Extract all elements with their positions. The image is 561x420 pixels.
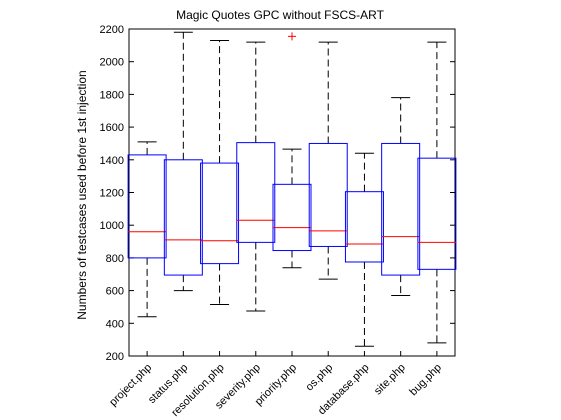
plot-area: 200 400 600 800 1000 1200 1400 1600 1800 2000 2200…	[100, 24, 457, 419]
y-tick-label: 1800	[100, 89, 124, 101]
box-site-php	[381, 142, 421, 276]
y-tick-label: 800	[106, 253, 124, 265]
y-axis-label: Numbers of testcases used before 1st inj…	[75, 70, 89, 319]
y-tick-label: 1400	[100, 155, 124, 167]
box-project-php	[127, 154, 167, 259]
x-tick-label: os.php	[304, 362, 336, 394]
box-resolution-php	[200, 162, 240, 265]
y-tick-label: 200	[106, 351, 124, 363]
x-tick-label: bug.php	[407, 362, 444, 399]
box-severity-php	[236, 142, 276, 243]
y-tick-label: 1600	[100, 122, 124, 134]
y-tick-label: 2200	[100, 24, 124, 36]
y-tick-label: 1000	[100, 220, 124, 232]
box-priority-php	[272, 183, 312, 252]
chart-title: Magic Quotes GPC without FSCS-ART	[176, 8, 385, 22]
y-tick-label: 2000	[100, 57, 124, 69]
x-tick-label: site.php	[372, 362, 408, 398]
box-os-php	[308, 142, 348, 247]
box-status-php	[163, 159, 203, 276]
y-tick-label: 1200	[100, 188, 124, 200]
box-bug-php	[417, 157, 457, 270]
x-tick-label: project.php	[107, 362, 154, 409]
y-tick-label: 600	[106, 286, 124, 298]
plot-frame	[128, 28, 456, 357]
box-database-php	[344, 191, 384, 263]
y-tick-label: 400	[106, 318, 124, 330]
